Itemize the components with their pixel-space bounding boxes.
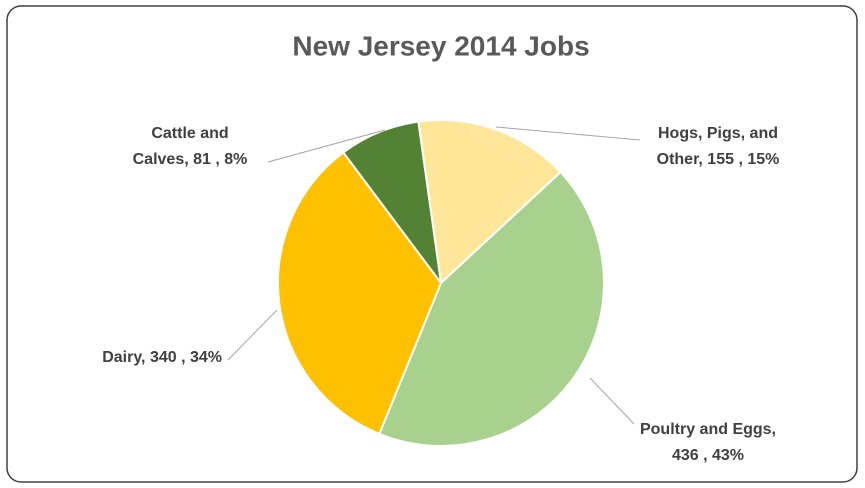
leader-line bbox=[495, 126, 641, 141]
chart-title: New Jersey 2014 Jobs bbox=[292, 30, 589, 61]
data-label: Hogs, Pigs, and bbox=[658, 125, 778, 142]
pie-slice bbox=[277, 151, 443, 436]
leader-line bbox=[227, 309, 278, 361]
pie-slice bbox=[341, 120, 442, 284]
pie-slice bbox=[378, 170, 605, 447]
data-label: Poultry and Eggs, bbox=[640, 421, 776, 438]
data-label: Other, 155 , 15% bbox=[657, 151, 780, 168]
pie-slice bbox=[417, 119, 562, 286]
data-label: Cattle and bbox=[151, 125, 228, 142]
data-label: Calves, 81 , 8% bbox=[133, 151, 248, 168]
leader-line bbox=[589, 377, 635, 425]
data-label: 436 , 43% bbox=[672, 447, 744, 464]
data-label: Dairy, 340 , 34% bbox=[102, 349, 222, 366]
leader-line bbox=[267, 129, 386, 163]
